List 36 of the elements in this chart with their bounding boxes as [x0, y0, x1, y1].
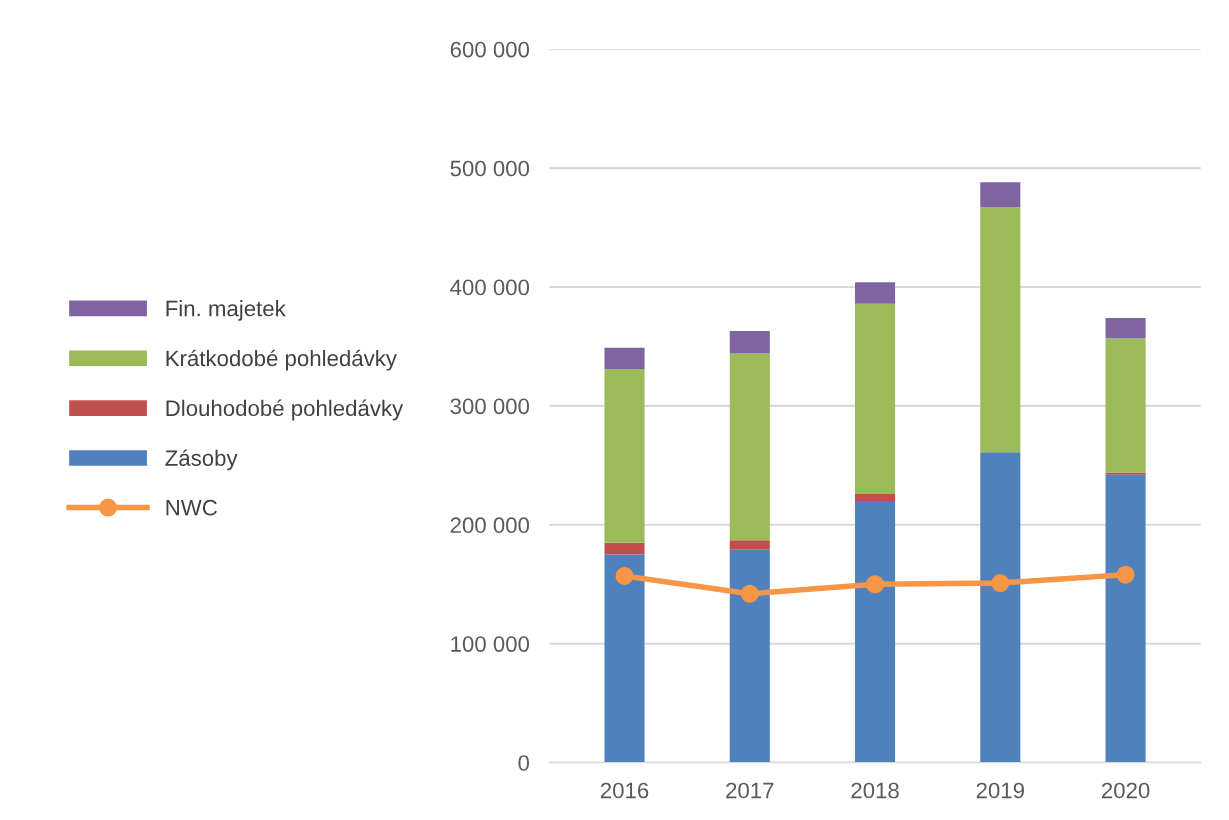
bar: [604, 347, 645, 370]
y-tick-label: 0: [518, 755, 530, 771]
x-tick-label: 2019: [976, 782, 1024, 799]
bar: [980, 182, 1021, 208]
bar: [604, 542, 645, 555]
bar: [980, 452, 1021, 763]
bar: [1105, 474, 1146, 763]
y-tick-label: 200 000: [450, 517, 530, 534]
bar: [729, 549, 770, 763]
legend-label: Dlouhodobé pohledávky: [166, 399, 404, 421]
bar: [729, 540, 770, 550]
bar: [855, 493, 896, 502]
bar: [980, 207, 1021, 453]
bar: [1105, 317, 1146, 339]
legend-label: Zásoby: [165, 449, 238, 471]
bar: [855, 282, 896, 304]
y-tick-label: 300 000: [450, 398, 530, 415]
x-tick-label: 2016: [600, 782, 649, 799]
bar: [729, 353, 770, 541]
bar: [604, 554, 645, 763]
x-tick-label: 2018: [851, 782, 899, 799]
x-tick-label: 2017: [726, 782, 774, 799]
legend-label: Fin. majetek: [166, 300, 286, 321]
bar: [1105, 338, 1146, 473]
bar: [604, 369, 645, 543]
bar: [1105, 472, 1146, 475]
y-tick-label: 500 000: [450, 160, 530, 177]
bar: [855, 501, 896, 763]
bar: [729, 330, 770, 354]
y-tick-label: 600 000: [450, 41, 530, 58]
x-tick-label: 2020: [1101, 782, 1150, 799]
y-tick-label: 100 000: [451, 636, 530, 652]
legend-label: NWC: [166, 499, 217, 516]
y-tick-label: 400 000: [450, 279, 530, 296]
legend-label: Krátkodobé pohledávky: [166, 349, 397, 371]
bar: [855, 303, 896, 494]
